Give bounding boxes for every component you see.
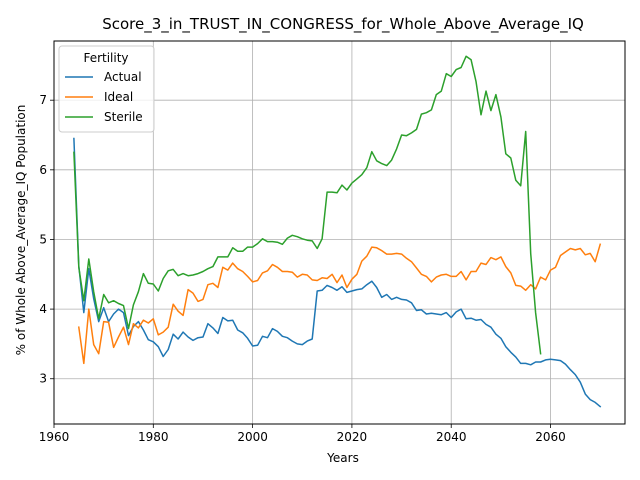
series-line-actual (73, 137, 602, 408)
x-tick-label: 2020 (337, 430, 368, 444)
legend-box (58, 45, 155, 133)
series-line-ideal (77, 243, 602, 365)
x-tick-label: 2060 (535, 430, 566, 444)
x-tick-label: 2040 (436, 430, 467, 444)
x-tick-label: 1980 (138, 430, 169, 444)
x-axis-label: Years (326, 451, 359, 465)
series-layer (73, 55, 602, 408)
y-tick-label: 6 (39, 163, 47, 177)
legend-label-ideal: Ideal (104, 90, 133, 104)
y-tick-label: 4 (39, 302, 47, 316)
y-tick-label: 7 (39, 93, 47, 107)
y-tick-label: 3 (39, 372, 47, 386)
legend-label-sterile: Sterile (104, 110, 143, 124)
y-axis-ticks: 3 4 5 6 7 (39, 93, 54, 386)
x-axis-ticks: 1960 1980 2000 2020 2040 2060 (39, 424, 566, 444)
legend-items: Actual Ideal Sterile (65, 70, 143, 124)
y-axis-label: % of Whole Above_Average_IQ Population (14, 105, 28, 356)
x-tick-label: 1960 (39, 430, 70, 444)
plot-frame (53, 40, 626, 425)
grid (53, 41, 625, 424)
legend-title: Fertility (83, 51, 128, 65)
y-tick-label: 5 (39, 232, 47, 246)
x-tick-label: 2000 (237, 430, 268, 444)
series-line-sterile (73, 55, 542, 355)
legend-label-actual: Actual (104, 70, 142, 84)
chart-title: Score_3_in_TRUST_IN_CONGRESS_for_Whole_A… (102, 15, 584, 34)
legend: Fertility Actual Ideal Sterile (58, 45, 155, 133)
